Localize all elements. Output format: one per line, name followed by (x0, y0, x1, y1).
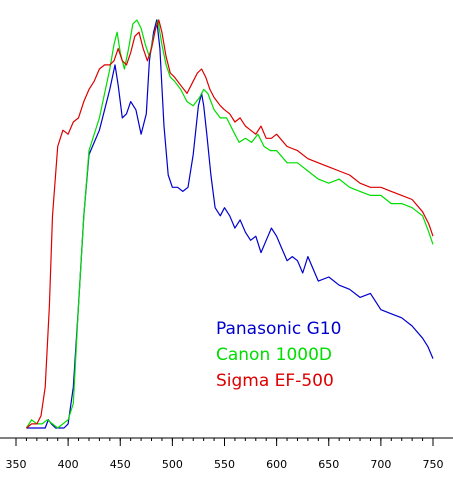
x-axis: 350 400 450 500 550 600 650 700 750 (0, 437, 453, 471)
series-line-3 (26, 19, 434, 429)
legend-entry-1: Panasonic G10 (216, 319, 341, 339)
x-tick-label: 700 (370, 458, 391, 471)
legend-entry-2: Canon 1000D (216, 345, 332, 365)
x-tick-label: 600 (266, 458, 287, 471)
series-line-2 (25, 19, 434, 429)
x-tick-label: 500 (162, 458, 183, 471)
legend: Panasonic G10 Canon 1000D Sigma EF-500 (216, 319, 341, 391)
series-layer (25, 19, 434, 429)
x-tick-label: 550 (214, 458, 235, 471)
series-line-1 (26, 19, 434, 429)
x-tick-label: 450 (110, 458, 131, 471)
x-tick-label: 400 (58, 458, 79, 471)
legend-entry-3: Sigma EF-500 (216, 371, 334, 391)
x-tick-label: 750 (423, 458, 444, 471)
x-tick-label: 650 (318, 458, 339, 471)
x-tick-label: 350 (6, 458, 27, 471)
